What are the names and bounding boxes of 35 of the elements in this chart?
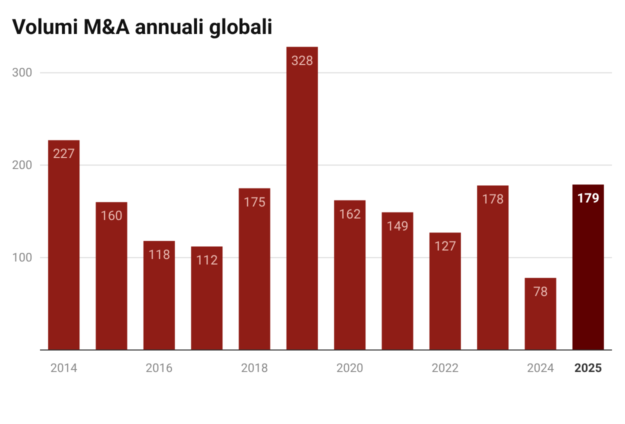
x-tick-label: 2020 bbox=[336, 361, 364, 375]
y-tick-label: 300 bbox=[12, 66, 32, 80]
data-label: 112 bbox=[196, 253, 218, 268]
bar bbox=[238, 188, 270, 350]
data-label: 178 bbox=[482, 192, 504, 208]
data-label: 78 bbox=[533, 284, 548, 300]
x-tick-label: 2014 bbox=[50, 361, 78, 375]
data-label: 175 bbox=[244, 195, 266, 210]
bar bbox=[382, 212, 414, 350]
bar bbox=[48, 140, 80, 350]
bar bbox=[429, 232, 461, 350]
data-label: 160 bbox=[100, 209, 122, 224]
x-tick-label: 2018 bbox=[241, 361, 268, 375]
data-label: 179 bbox=[576, 192, 600, 207]
x-tick-label: 2025 bbox=[574, 361, 602, 375]
bar bbox=[191, 246, 223, 350]
y-tick-label: 100 bbox=[12, 250, 32, 265]
data-label: 149 bbox=[386, 219, 408, 234]
bar bbox=[334, 200, 366, 350]
bar bbox=[477, 185, 509, 350]
bar bbox=[524, 278, 556, 350]
bar bbox=[96, 202, 128, 350]
data-label: 162 bbox=[338, 207, 361, 222]
data-label: 227 bbox=[52, 147, 75, 162]
x-tick-label: 2022 bbox=[432, 361, 459, 375]
data-label: 118 bbox=[148, 248, 170, 263]
bar bbox=[143, 240, 175, 350]
x-tick-label: 2016 bbox=[146, 361, 173, 375]
y-tick-label: 200 bbox=[12, 158, 32, 172]
bar bbox=[286, 46, 318, 350]
bar bbox=[572, 184, 604, 350]
data-label: 328 bbox=[291, 54, 314, 69]
chart-title: Volumi M&A annuali globali bbox=[12, 16, 273, 40]
x-tick-label: 2024 bbox=[527, 361, 554, 375]
data-label: 127 bbox=[434, 240, 456, 255]
